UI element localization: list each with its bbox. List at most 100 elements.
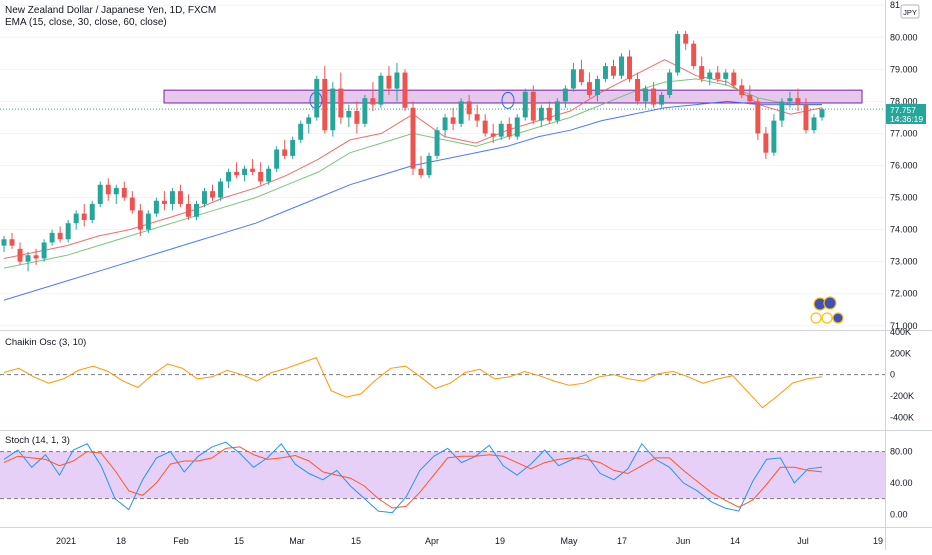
chaikin-tick-label: -400K [890, 412, 914, 422]
candle-body [402, 72, 408, 108]
candle-body [651, 88, 657, 105]
candle-body [554, 101, 560, 121]
candle-body [73, 213, 79, 224]
candle-body [723, 72, 729, 79]
candle-body [811, 117, 817, 131]
candle-body [578, 69, 584, 83]
candle-body [619, 56, 624, 76]
currency-badge[interactable]: JPY [900, 4, 920, 19]
candle-body [747, 94, 753, 102]
price-tick-label: 75.000 [890, 193, 918, 203]
candle-body [145, 213, 151, 230]
price-tick-label: 79.000 [890, 64, 918, 74]
candle-body [498, 123, 504, 137]
candle-body [290, 139, 296, 156]
event-icon[interactable] [810, 312, 822, 324]
candle-body [242, 168, 248, 176]
candle-body [218, 181, 224, 198]
candle-body [266, 168, 272, 182]
candle-body [33, 255, 39, 259]
candle-body [482, 120, 488, 134]
candle-body [378, 75, 384, 105]
candle-body [282, 149, 288, 156]
candle-body [41, 242, 47, 259]
candle-body [643, 88, 649, 102]
event-icon[interactable] [832, 312, 844, 324]
candle-body [418, 168, 424, 176]
chaikin-tick-label: -200K [890, 391, 914, 401]
candle-body [210, 191, 215, 198]
candle-body [771, 120, 777, 153]
candle-body [89, 203, 95, 220]
candle-body [49, 232, 55, 243]
candle-body [314, 78, 320, 118]
candle-body [522, 91, 528, 118]
candle-body [161, 200, 167, 204]
chaikin-title: Chaikin Osc (3, 10) [5, 337, 86, 348]
candle-body [306, 117, 312, 124]
candle-body [691, 43, 697, 67]
candle-body [562, 88, 568, 102]
candle-body [338, 88, 344, 118]
candle-body [185, 203, 191, 217]
time-tick-label: Apr [425, 536, 439, 546]
candle-body [169, 191, 175, 204]
event-icons[interactable] [810, 296, 844, 324]
candle-body [466, 101, 472, 115]
time-tick-label: 19 [873, 536, 883, 546]
stoch-band [0, 451, 885, 499]
time-tick-label: 18 [116, 536, 126, 546]
candle-body [675, 34, 681, 73]
candle-body [330, 88, 336, 131]
candle-body [274, 149, 280, 169]
stoch-tick-label: 40.00 [890, 478, 913, 488]
candle-body [121, 187, 127, 198]
stoch-line-d [3, 446, 823, 509]
candle-body [386, 75, 392, 89]
price-tick-label: 77.000 [890, 128, 918, 138]
price-tick-label: 74.000 [890, 225, 918, 235]
time-tick-label: Mar [289, 536, 305, 546]
candle-body [755, 101, 761, 134]
candle-body [795, 98, 801, 105]
candle-body [458, 101, 464, 124]
candle-body [683, 34, 689, 44]
candle-body [530, 91, 536, 121]
candle-body [129, 197, 135, 211]
candle-body [442, 117, 448, 131]
price-tick-label: 73.000 [890, 257, 918, 267]
time-tick-label: 2021 [56, 536, 76, 546]
event-icon[interactable] [823, 296, 837, 310]
candle-body [234, 171, 240, 176]
candle-body [298, 123, 304, 140]
candle-body [370, 98, 376, 105]
candle-body [434, 130, 440, 156]
candle-body [17, 248, 23, 262]
time-tick-label: 14 [730, 536, 740, 546]
candle-body [25, 255, 31, 262]
candle-body [490, 133, 496, 137]
chaikin-line [3, 356, 823, 409]
candle-body [450, 117, 456, 124]
candle-body [611, 66, 616, 76]
candle-body [474, 114, 480, 121]
candle-body [322, 78, 328, 131]
candle-body [514, 117, 520, 137]
candle-body [803, 104, 809, 131]
candle-body [546, 107, 552, 121]
price-tick-label: 72.000 [890, 289, 918, 299]
time-tick-label: 15 [351, 536, 361, 546]
chaikin-tick-label: 0 [890, 370, 895, 380]
candle-body [394, 72, 400, 89]
event-icon[interactable] [821, 312, 833, 324]
candle-body [1, 239, 7, 246]
candle-body [787, 98, 793, 102]
currency-badge-label: JPY [903, 8, 917, 17]
candle-body [739, 85, 745, 95]
time-tick-label: 19 [495, 536, 505, 546]
stoch-tick-label: 0.00 [890, 509, 908, 519]
chaikin-tick-label: 400K [890, 327, 911, 337]
price-tick-label: 78.000 [890, 96, 918, 106]
candle-body [410, 107, 416, 169]
